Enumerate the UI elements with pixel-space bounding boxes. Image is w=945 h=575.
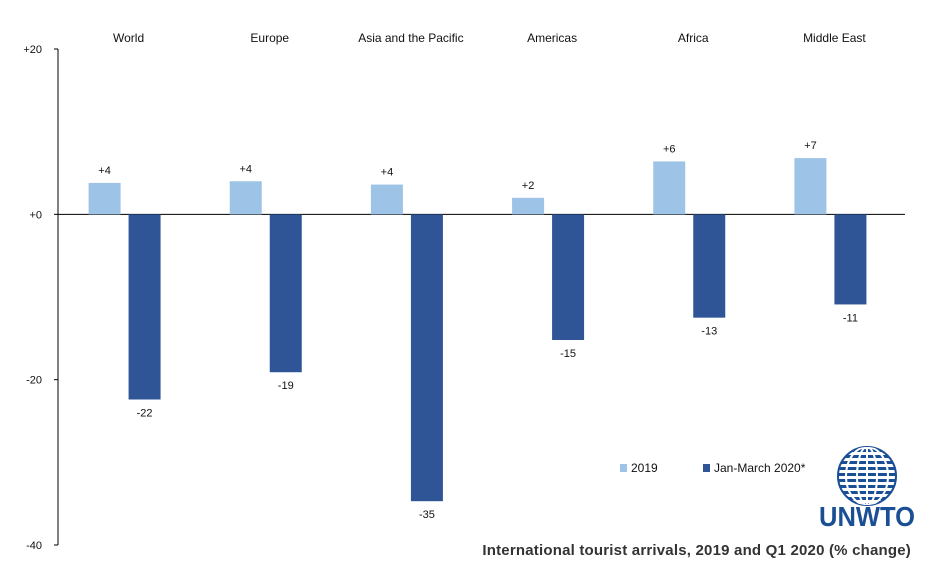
category-label: Asia and the Pacific xyxy=(358,31,463,45)
legend: 2019 Jan-March 2020* xyxy=(620,461,806,475)
unwto-logo: UNWTO xyxy=(819,446,915,532)
bar-2019 xyxy=(370,184,403,215)
logo-text: UNWTO xyxy=(819,501,915,532)
category-labels: World Europe Asia and the Pacific Americas A… xyxy=(113,31,866,45)
legend-label-2019: 2019 xyxy=(631,461,658,475)
data-label: -13 xyxy=(701,326,717,338)
data-labels: +4 -22 +4 -19 +4 -35 +2 -15 +6 -13 +7 -11 xyxy=(98,140,858,521)
category-label: Europe xyxy=(250,31,289,45)
data-label: +4 xyxy=(381,167,394,179)
data-label: +6 xyxy=(663,143,676,155)
bar-2019 xyxy=(794,158,827,215)
y-tick-label: -40 xyxy=(26,540,42,552)
data-label: +7 xyxy=(804,140,817,152)
chart-caption: International tourist arrivals, 2019 and… xyxy=(482,542,911,559)
legend-swatch-2019 xyxy=(620,464,627,472)
data-label: +2 xyxy=(522,180,535,192)
data-label: -11 xyxy=(843,312,858,324)
globe-icon xyxy=(837,446,897,506)
legend-swatch-2020 xyxy=(703,464,710,472)
bar-2020-q1 xyxy=(269,214,302,373)
category-label: World xyxy=(113,31,144,45)
bar-2019 xyxy=(88,182,121,215)
bar-2020-q1 xyxy=(693,214,726,318)
data-label: -35 xyxy=(419,509,435,521)
bar-2020-q1 xyxy=(834,214,867,305)
data-label: -15 xyxy=(560,348,576,360)
y-tick-label: +0 xyxy=(29,209,42,221)
data-label: +4 xyxy=(98,165,111,177)
category-label: Americas xyxy=(527,31,577,45)
bars xyxy=(88,158,867,502)
legend-label-2020: Jan-March 2020* xyxy=(714,461,806,475)
bar-2019 xyxy=(653,161,686,215)
data-label: -22 xyxy=(137,408,153,420)
category-label: Middle East xyxy=(803,31,866,45)
y-tick-label: -20 xyxy=(26,375,42,387)
data-label: +4 xyxy=(239,163,252,175)
bar-2020-q1 xyxy=(552,214,585,340)
bar-2020-q1 xyxy=(410,214,443,502)
data-label: -19 xyxy=(278,380,294,392)
category-label: Africa xyxy=(678,31,709,45)
bar-2019 xyxy=(229,181,262,215)
bar-2020-q1 xyxy=(128,214,161,400)
y-tick-label: +20 xyxy=(23,44,42,56)
y-ticks: +20 +0 -20 -40 xyxy=(23,44,58,552)
bar-2019 xyxy=(512,197,545,215)
